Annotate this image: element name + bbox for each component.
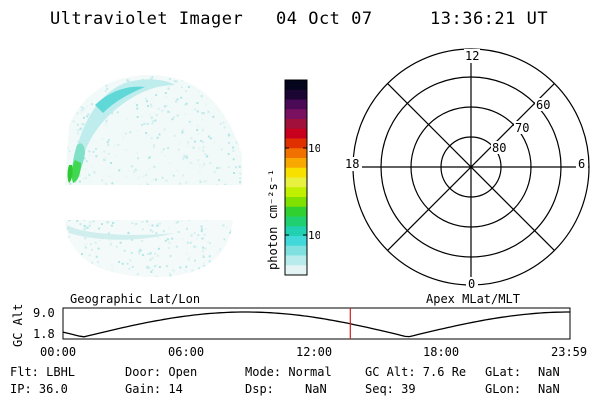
info-dsp-value: NaN <box>305 382 327 396</box>
colorbar-segment <box>285 148 307 159</box>
xtick-18-00: 18:00 <box>423 345 460 359</box>
info-gcalt: GC Alt: 7.6 Re <box>365 365 467 379</box>
colorbar-segment <box>285 138 307 149</box>
header-time: 13:36:21 UT <box>430 9 549 29</box>
plot-left-label: Geographic Lat/Lon <box>70 292 201 306</box>
info-door: Door: Open <box>125 365 198 379</box>
info-seq: Seq: 39 <box>365 382 416 396</box>
colorbar: 100 10 photon cm⁻²s⁻¹ <box>266 79 320 276</box>
xtick-12-00: 12:00 <box>296 345 333 359</box>
colorbar-segment <box>285 187 307 198</box>
info-glat-value: NaN <box>538 365 560 379</box>
info-ip: IP: 36.0 <box>10 382 68 396</box>
lat-label-80: 80 <box>492 141 506 155</box>
colorbar-segment <box>285 167 307 178</box>
colorbar-segment <box>285 255 307 266</box>
app-title: Ultraviolet Imager <box>50 9 244 29</box>
info-mode: Mode: Normal <box>245 365 332 379</box>
colorbar-segment <box>285 197 307 208</box>
ytick-9-0: 9.0 <box>33 306 55 320</box>
info-gain: Gain: 14 <box>125 382 183 396</box>
altitude-plot: GC Alt 9.0 1.8 <box>11 304 571 347</box>
lat-label-70: 70 <box>515 121 529 135</box>
polar-grid: 12 18 6 0 60 70 80 <box>344 48 590 291</box>
info-glat-label: GLat: <box>485 365 522 379</box>
plot-right-label: Apex MLat/MLT <box>426 292 520 306</box>
colorbar-segment <box>285 80 307 91</box>
image-lower-region <box>65 220 233 277</box>
xtick-06-00: 06:00 <box>168 345 205 359</box>
colorbar-segment <box>285 128 307 139</box>
header-date: 04 Oct 07 <box>276 9 373 29</box>
colorbar-segment <box>285 99 307 110</box>
colorbar-segment <box>285 245 307 256</box>
colorbar-segment <box>285 177 307 188</box>
info-glon-label: GLon: <box>485 382 522 396</box>
colorbar-segment <box>285 158 307 169</box>
image-upper-region <box>65 75 242 185</box>
mlt-label-6: 6 <box>578 157 585 171</box>
colorbar-segment <box>285 236 307 247</box>
colorbar-segment <box>285 206 307 217</box>
colorbar-tick-100: 100 <box>308 142 320 155</box>
lat-label-60: 60 <box>536 98 550 112</box>
auroral-image <box>65 75 242 277</box>
mlt-label-18: 18 <box>345 157 359 171</box>
colorbar-segment <box>285 109 307 120</box>
colorbar-label: photon cm⁻²s⁻¹ <box>266 169 280 270</box>
plot-ylabel: GC Alt <box>11 304 25 347</box>
colorbar-segment <box>285 216 307 227</box>
info-flt: Flt: LBHL <box>10 365 76 379</box>
mlt-label-0: 0 <box>468 277 475 291</box>
plot-frame <box>62 307 571 340</box>
info-glon-value: NaN <box>538 382 560 396</box>
colorbar-segment <box>285 265 307 276</box>
colorbar-tick-10: 10 <box>308 229 320 242</box>
colorbar-segment <box>285 226 307 237</box>
colorbar-segment <box>285 119 307 130</box>
info-dsp-label: Dsp: <box>245 382 274 396</box>
colorbar-scale <box>285 80 307 276</box>
altitude-curve <box>62 311 570 338</box>
ytick-1-8: 1.8 <box>33 327 55 341</box>
mlt-label-12: 12 <box>465 49 479 63</box>
xtick-00-00: 00:00 <box>40 345 77 359</box>
colorbar-segment <box>285 89 307 100</box>
xtick-23-59: 23:59 <box>551 345 588 359</box>
